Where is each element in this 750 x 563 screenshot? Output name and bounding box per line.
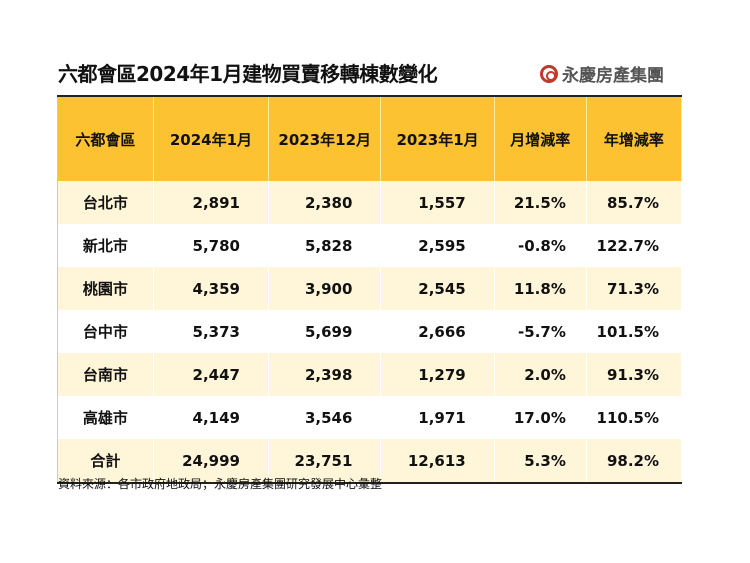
- column-header: 2023年1月: [380, 96, 495, 181]
- value-cell: 2,595: [380, 224, 495, 267]
- column-header: 2024年1月: [153, 96, 270, 181]
- value-cell: 4,149: [153, 396, 270, 439]
- value-cell: 110.5%: [586, 396, 683, 439]
- transfer-table: 六都會區 2024年1月 2023年12月 2023年1月 月增減率 年增減率 台北市 2,…: [57, 95, 683, 484]
- column-header: 六都會區: [57, 96, 154, 181]
- city-cell: 台北市: [57, 181, 154, 224]
- city-cell: 高雄市: [57, 396, 154, 439]
- value-cell: -0.8%: [494, 224, 587, 267]
- value-cell: 122.7%: [586, 224, 683, 267]
- value-cell: 1,557: [380, 181, 495, 224]
- value-cell: 71.3%: [586, 267, 683, 310]
- logo-icon: [540, 64, 558, 83]
- table-row: 台南市 2,447 2,398 1,279 2.0% 91.3%: [57, 353, 683, 396]
- column-header: 月增減率: [494, 96, 587, 181]
- table-row: 高雄市 4,149 3,546 1,971 17.0% 110.5%: [57, 396, 683, 439]
- value-cell: 11.8%: [494, 267, 587, 310]
- value-cell: 1,279: [380, 353, 495, 396]
- city-cell: 合計: [57, 439, 154, 484]
- total-row: 合計 24,999 23,751 12,613 5.3% 98.2%: [57, 439, 683, 484]
- value-cell: 5,699: [268, 310, 382, 353]
- value-cell: 2,380: [268, 181, 382, 224]
- value-cell: 2,666: [380, 310, 495, 353]
- value-cell: 17.0%: [494, 396, 587, 439]
- value-cell: 91.3%: [586, 353, 683, 396]
- table-row: 台北市 2,891 2,380 1,557 21.5% 85.7%: [57, 181, 683, 224]
- value-cell: 12,613: [380, 439, 495, 484]
- value-cell: 24,999: [153, 439, 270, 484]
- value-cell: 2,891: [153, 181, 270, 224]
- value-cell: 5,373: [153, 310, 270, 353]
- value-cell: 98.2%: [586, 439, 683, 484]
- value-cell: 2,545: [380, 267, 495, 310]
- value-cell: 101.5%: [586, 310, 683, 353]
- value-cell: 4,359: [153, 267, 270, 310]
- value-cell: 2.0%: [494, 353, 587, 396]
- column-header: 2023年12月: [268, 96, 382, 181]
- value-cell: 23,751: [268, 439, 382, 484]
- value-cell: 5,828: [268, 224, 382, 267]
- city-cell: 台中市: [57, 310, 154, 353]
- table-header-row: 六都會區 2024年1月 2023年12月 2023年1月 月增減率 年增減率: [57, 96, 683, 181]
- source-note: 資料來源：各市政府地政局；永慶房產集團研究發展中心彙整: [58, 477, 383, 491]
- table-row: 新北市 5,780 5,828 2,595 -0.8% 122.7%: [57, 224, 683, 267]
- column-header: 年增減率: [586, 96, 683, 181]
- city-cell: 新北市: [57, 224, 154, 267]
- table-row: 桃園市 4,359 3,900 2,545 11.8% 71.3%: [57, 267, 683, 310]
- value-cell: 2,447: [153, 353, 270, 396]
- value-cell: 3,546: [268, 396, 382, 439]
- value-cell: 2,398: [268, 353, 382, 396]
- city-cell: 桃園市: [57, 267, 154, 310]
- city-cell: 台南市: [57, 353, 154, 396]
- value-cell: 5,780: [153, 224, 270, 267]
- brand-logo: 永慶房產集團: [540, 61, 664, 86]
- table-row: 台中市 5,373 5,699 2,666 -5.7% 101.5%: [57, 310, 683, 353]
- value-cell: 3,900: [268, 267, 382, 310]
- logo-text: 永慶房產集團: [562, 66, 664, 86]
- value-cell: 21.5%: [494, 181, 587, 224]
- value-cell: 85.7%: [586, 181, 683, 224]
- page-title: 六都會區2024年1月建物買賣移轉棟數變化: [58, 62, 438, 86]
- value-cell: 1,971: [380, 396, 495, 439]
- value-cell: -5.7%: [494, 310, 587, 353]
- value-cell: 5.3%: [494, 439, 587, 484]
